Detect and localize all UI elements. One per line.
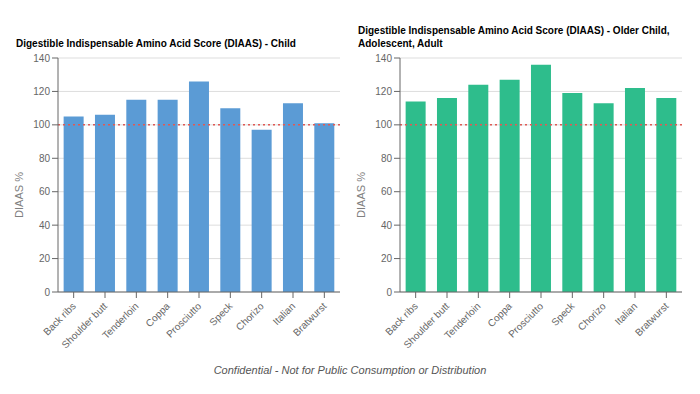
html-text:Digestible Indispensable Amino: Digestible Indispensable Amino Acid Scor… xyxy=(16,38,296,49)
svg-text:0: 0 xyxy=(44,287,50,298)
svg-text:Tenderloin: Tenderloin xyxy=(100,300,140,340)
svg-text:120: 120 xyxy=(33,86,50,97)
svg-text:Italian: Italian xyxy=(613,300,640,327)
svg-text:Prosciutto: Prosciutto xyxy=(164,300,204,340)
svg-text:Prosciutto: Prosciutto xyxy=(506,300,546,340)
svg-text:Coppa: Coppa xyxy=(485,300,514,329)
svg-text:40: 40 xyxy=(381,220,393,231)
svg-text:Coppa: Coppa xyxy=(143,300,172,329)
svg-text:20: 20 xyxy=(381,253,393,264)
html-text:Digestible Indispensable Amino: Digestible Indispensable Amino Acid Scor… xyxy=(358,25,670,36)
svg-text:100: 100 xyxy=(375,119,392,130)
svg-text:20: 20 xyxy=(39,253,51,264)
svg-text:DIAAS %: DIAAS % xyxy=(355,172,367,218)
svg-text:140: 140 xyxy=(33,53,50,64)
svg-text:Shoulder butt: Shoulder butt xyxy=(401,300,451,350)
svg-text:140: 140 xyxy=(375,53,392,64)
svg-text:40: 40 xyxy=(39,220,51,231)
svg-text:80: 80 xyxy=(381,153,393,164)
svg-text:Italian: Italian xyxy=(271,300,298,327)
svg-text:Back ribs: Back ribs xyxy=(41,300,78,338)
svg-text:DIAAS %: DIAAS % xyxy=(13,172,25,218)
svg-text:100: 100 xyxy=(33,119,50,130)
svg-text:60: 60 xyxy=(39,186,51,197)
svg-text:Chorizo: Chorizo xyxy=(576,300,608,332)
html-text:Confidential - Not for Public: Confidential - Not for Public Consumptio… xyxy=(213,364,487,376)
svg-text:0: 0 xyxy=(386,287,392,298)
svg-text:Chorizo: Chorizo xyxy=(234,300,266,332)
svg-text:Speck: Speck xyxy=(207,300,235,328)
svg-text:Speck: Speck xyxy=(549,300,577,328)
svg-text:Bratwurst: Bratwurst xyxy=(291,300,329,338)
svg-text:80: 80 xyxy=(39,153,51,164)
svg-text:60: 60 xyxy=(381,186,393,197)
svg-text:120: 120 xyxy=(375,86,392,97)
svg-text:Tenderloin: Tenderloin xyxy=(442,300,482,340)
svg-text:Shoulder butt: Shoulder butt xyxy=(59,300,109,350)
html-text:Adolescent, Adult: Adolescent, Adult xyxy=(358,38,443,49)
svg-text:Back ribs: Back ribs xyxy=(383,300,420,338)
svg-text:Bratwurst: Bratwurst xyxy=(633,300,671,338)
